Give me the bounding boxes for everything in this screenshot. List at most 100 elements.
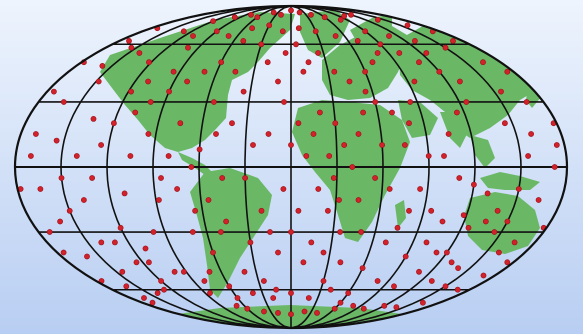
data-point xyxy=(310,131,317,137)
data-point xyxy=(226,283,233,290)
data-point xyxy=(456,175,463,181)
data-point xyxy=(300,259,307,266)
data-point xyxy=(219,175,226,181)
data-point xyxy=(260,278,267,284)
data-point xyxy=(229,120,235,127)
data-point xyxy=(98,142,104,148)
data-point xyxy=(301,308,308,315)
data-point xyxy=(241,268,248,275)
data-point xyxy=(270,295,277,301)
data-point xyxy=(171,268,178,275)
data-point xyxy=(355,131,362,137)
data-point xyxy=(354,38,361,44)
meridian-line xyxy=(152,6,292,328)
data-point xyxy=(504,68,511,75)
data-point xyxy=(482,218,489,225)
data-point xyxy=(231,14,238,21)
data-point xyxy=(455,265,461,271)
data-point xyxy=(381,302,388,309)
data-point xyxy=(158,175,164,181)
data-point xyxy=(46,229,53,235)
data-point xyxy=(60,99,67,105)
data-point xyxy=(470,181,477,188)
data-point xyxy=(345,290,352,296)
data-point xyxy=(407,99,414,105)
data-points xyxy=(17,7,560,318)
data-point xyxy=(288,229,294,235)
data-point xyxy=(460,212,467,218)
data-point xyxy=(288,290,294,296)
land-central-america xyxy=(178,152,212,175)
data-point xyxy=(282,50,289,56)
data-point xyxy=(273,286,279,293)
data-point xyxy=(465,224,472,231)
data-point xyxy=(372,99,379,105)
land-madagascar xyxy=(395,200,406,228)
land-north-america xyxy=(100,12,295,152)
data-point xyxy=(95,78,102,85)
data-point xyxy=(170,68,177,75)
data-point xyxy=(359,265,366,271)
data-point xyxy=(249,25,255,32)
data-point xyxy=(147,99,154,105)
data-point xyxy=(501,120,508,127)
data-point xyxy=(336,197,342,203)
data-point xyxy=(223,218,229,225)
data-point xyxy=(394,224,401,231)
data-point xyxy=(428,207,435,214)
data-point xyxy=(295,207,302,214)
data-point xyxy=(327,286,334,293)
data-point xyxy=(423,50,430,56)
data-point xyxy=(386,33,392,39)
data-point xyxy=(494,207,501,214)
data-point xyxy=(523,99,530,105)
data-point xyxy=(305,295,312,301)
land-greenland xyxy=(300,10,350,58)
data-point xyxy=(123,283,130,290)
data-point xyxy=(341,142,348,148)
data-point xyxy=(258,207,265,214)
data-point xyxy=(119,268,126,275)
data-point xyxy=(112,239,118,246)
data-point xyxy=(240,38,247,44)
data-point xyxy=(314,309,320,316)
data-point xyxy=(275,309,281,316)
data-point xyxy=(337,229,343,235)
data-point xyxy=(158,278,164,284)
data-point xyxy=(145,78,151,85)
data-point xyxy=(535,197,542,203)
data-point xyxy=(288,7,294,14)
data-point xyxy=(150,229,157,235)
data-point xyxy=(196,146,203,153)
meridian-line xyxy=(198,6,292,328)
data-point xyxy=(127,153,134,159)
land-india xyxy=(440,112,470,148)
data-point xyxy=(495,249,502,256)
data-point xyxy=(218,59,225,66)
data-point xyxy=(362,88,369,95)
data-point xyxy=(374,50,381,56)
data-point xyxy=(348,11,354,18)
data-point xyxy=(504,259,511,266)
data-point xyxy=(66,207,73,214)
data-point xyxy=(53,137,60,144)
data-point xyxy=(332,33,339,39)
data-point xyxy=(360,305,367,312)
data-point xyxy=(504,218,511,225)
data-point xyxy=(320,278,327,284)
data-point xyxy=(184,78,190,85)
data-point xyxy=(321,14,328,21)
data-point xyxy=(240,88,247,95)
data-point xyxy=(480,272,487,279)
data-point xyxy=(377,41,384,48)
data-point xyxy=(337,16,344,23)
data-point xyxy=(247,239,254,246)
data-point xyxy=(349,164,356,170)
data-point xyxy=(141,295,147,301)
data-point xyxy=(463,99,470,105)
data-point xyxy=(428,278,435,284)
data-point xyxy=(528,131,534,137)
data-point xyxy=(185,44,191,51)
data-point xyxy=(448,259,455,266)
